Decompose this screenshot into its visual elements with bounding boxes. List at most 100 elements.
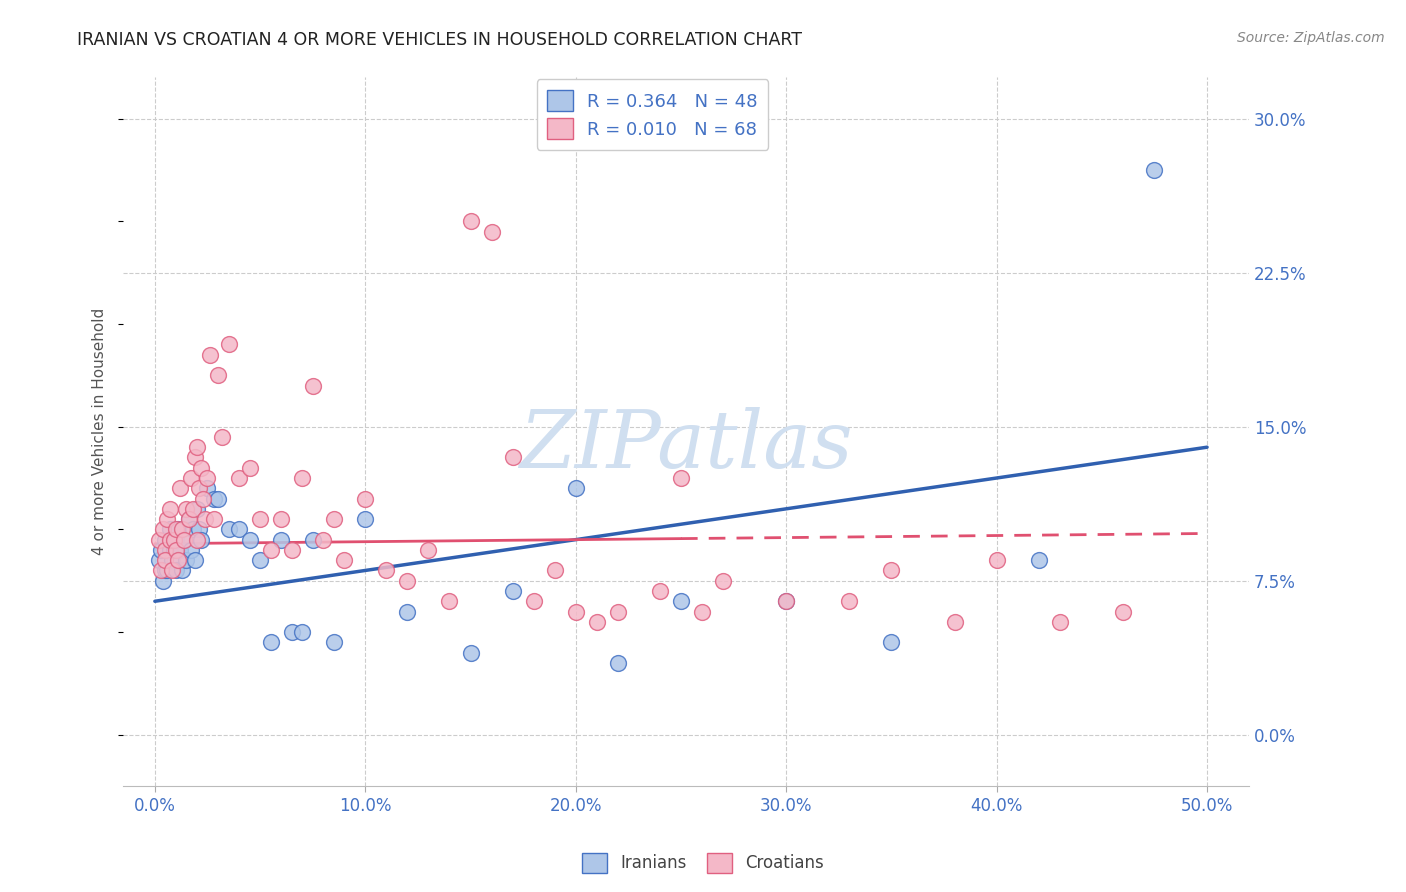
- Point: [943, 615, 966, 629]
- Point: [152, 574, 174, 588]
- Point: [1112, 605, 1135, 619]
- Point: [775, 594, 797, 608]
- Point: [648, 584, 671, 599]
- Point: [188, 522, 211, 536]
- Y-axis label: 4 or more Vehicles in Household: 4 or more Vehicles in Household: [93, 308, 107, 556]
- Point: [259, 635, 281, 649]
- Point: [396, 574, 419, 588]
- Point: [333, 553, 356, 567]
- Point: [197, 481, 219, 495]
- Point: [502, 450, 524, 465]
- Point: [301, 378, 323, 392]
- Point: [291, 625, 314, 640]
- Point: [460, 646, 482, 660]
- Point: [775, 594, 797, 608]
- Point: [176, 553, 198, 567]
- Point: [165, 542, 187, 557]
- Point: [439, 594, 461, 608]
- Point: [194, 512, 217, 526]
- Point: [544, 564, 567, 578]
- Point: [301, 533, 323, 547]
- Point: [460, 214, 482, 228]
- Point: [163, 542, 186, 557]
- Point: [606, 656, 628, 670]
- Text: Source: ZipAtlas.com: Source: ZipAtlas.com: [1237, 31, 1385, 45]
- Point: [523, 594, 546, 608]
- Point: [418, 542, 440, 557]
- Point: [172, 522, 194, 536]
- Point: [181, 501, 204, 516]
- Point: [152, 522, 174, 536]
- Point: [312, 533, 335, 547]
- Point: [322, 512, 344, 526]
- Point: [165, 564, 187, 578]
- Point: [184, 450, 207, 465]
- Point: [167, 522, 190, 536]
- Point: [1049, 615, 1071, 629]
- Text: IRANIAN VS CROATIAN 4 OR MORE VEHICLES IN HOUSEHOLD CORRELATION CHART: IRANIAN VS CROATIAN 4 OR MORE VEHICLES I…: [77, 31, 803, 49]
- Point: [156, 564, 179, 578]
- Point: [354, 491, 377, 506]
- Point: [239, 460, 262, 475]
- Point: [180, 542, 202, 557]
- Point: [197, 471, 219, 485]
- Point: [190, 460, 212, 475]
- Point: [155, 553, 177, 567]
- Point: [188, 481, 211, 495]
- Point: [193, 491, 215, 506]
- Legend: Iranians, Croatians: Iranians, Croatians: [575, 847, 831, 880]
- Point: [173, 533, 195, 547]
- Point: [375, 564, 398, 578]
- Point: [169, 542, 191, 557]
- Point: [396, 605, 419, 619]
- Point: [1143, 162, 1166, 177]
- Point: [249, 553, 271, 567]
- Point: [564, 481, 586, 495]
- Point: [159, 522, 181, 536]
- Point: [181, 522, 204, 536]
- Point: [148, 553, 170, 567]
- Point: [585, 615, 607, 629]
- Point: [148, 533, 170, 547]
- Point: [159, 533, 181, 547]
- Point: [211, 430, 233, 444]
- Point: [207, 491, 229, 506]
- Point: [173, 533, 195, 547]
- Point: [159, 501, 181, 516]
- Point: [172, 564, 194, 578]
- Point: [502, 584, 524, 599]
- Point: [177, 512, 200, 526]
- Point: [218, 522, 240, 536]
- Point: [207, 368, 229, 383]
- Point: [228, 522, 250, 536]
- Point: [198, 348, 221, 362]
- Point: [218, 337, 240, 351]
- Point: [239, 533, 262, 547]
- Point: [270, 533, 292, 547]
- Point: [159, 542, 181, 557]
- Point: [186, 440, 208, 454]
- Point: [186, 533, 208, 547]
- Point: [280, 625, 302, 640]
- Point: [167, 553, 190, 567]
- Point: [155, 542, 177, 557]
- Point: [711, 574, 734, 588]
- Point: [481, 225, 503, 239]
- Point: [180, 471, 202, 485]
- Point: [880, 564, 903, 578]
- Point: [155, 564, 177, 578]
- Point: [669, 471, 692, 485]
- Point: [150, 564, 173, 578]
- Point: [155, 533, 177, 547]
- Point: [186, 501, 208, 516]
- Point: [690, 605, 713, 619]
- Point: [291, 471, 314, 485]
- Point: [165, 522, 187, 536]
- Point: [669, 594, 692, 608]
- Point: [606, 605, 628, 619]
- Text: ZIPatlas: ZIPatlas: [519, 408, 853, 484]
- Point: [163, 533, 186, 547]
- Point: [184, 553, 207, 567]
- Point: [986, 553, 1008, 567]
- Point: [228, 471, 250, 485]
